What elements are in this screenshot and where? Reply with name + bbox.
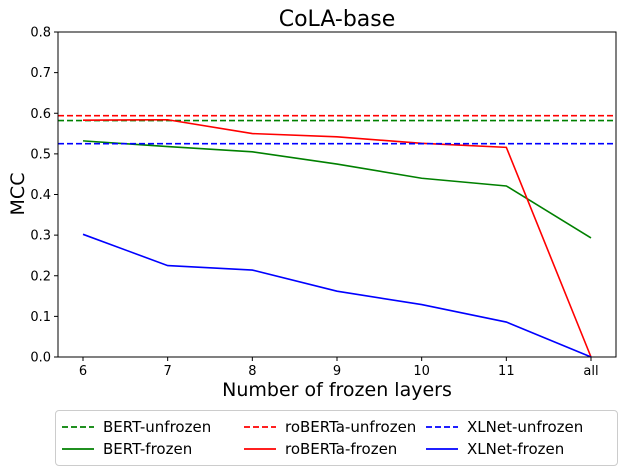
y-tick-label: 0.7: [30, 66, 51, 81]
legend-label: BERT-unfrozen: [103, 418, 212, 436]
series-line-XLNet-frozen: [82, 233, 592, 358]
y-tick-label: 0.5: [30, 147, 51, 162]
legend-item: XLNet-unfrozen: [425, 417, 583, 437]
x-axis-label: Number of frozen layers: [222, 379, 452, 401]
x-tick-label: all: [583, 364, 598, 379]
series-line-roBERTa-frozen: [82, 118, 592, 358]
x-tick-label: 8: [248, 364, 256, 379]
legend-swatch: [244, 448, 276, 450]
legend-label: XLNet-frozen: [467, 440, 565, 458]
legend-swatch: [62, 448, 94, 450]
plot-frame: [57, 31, 617, 358]
x-tick-label: 11: [498, 364, 515, 379]
chart-title: CoLA-base: [279, 7, 396, 32]
y-axis-label: MCC: [7, 173, 29, 216]
legend-item: roBERTa-frozen: [243, 439, 397, 459]
series-line-BERT-frozen: [82, 140, 592, 239]
x-tick-label: 7: [164, 364, 172, 379]
legend-label: roBERTa-unfrozen: [285, 418, 417, 436]
y-tick-label: 0.6: [30, 107, 51, 122]
legend-swatch: [62, 426, 94, 428]
legend-label: roBERTa-frozen: [285, 440, 398, 458]
x-tick-label: 9: [333, 364, 341, 379]
line-chart: CoLA-base MCC Number of frozen layers 0.…: [7, 7, 617, 401]
legend-swatch: [244, 426, 276, 428]
legend-item: BERT-frozen: [61, 439, 192, 459]
legend-item: XLNet-frozen: [425, 439, 564, 459]
x-tick-label: 10: [413, 364, 430, 379]
legend-swatch: [426, 448, 458, 450]
y-tick-label: 0.4: [30, 188, 51, 203]
legend-swatch: [426, 426, 458, 428]
legend-label: BERT-frozen: [103, 440, 193, 458]
y-tick-label: 0.8: [30, 26, 51, 41]
y-tick-label: 0.3: [30, 229, 51, 244]
y-tick-label: 0.1: [30, 310, 51, 325]
legend: BERT-unfrozen BERT-frozen roBERTa-unfrozen…: [55, 410, 618, 466]
x-tick-label: 6: [79, 364, 87, 379]
legend-item: roBERTa-unfrozen: [243, 417, 416, 437]
legend-label: XLNet-unfrozen: [467, 418, 584, 436]
y-tick-label: 0.0: [30, 351, 51, 366]
legend-item: BERT-unfrozen: [61, 417, 211, 437]
y-tick-label: 0.2: [30, 269, 51, 284]
